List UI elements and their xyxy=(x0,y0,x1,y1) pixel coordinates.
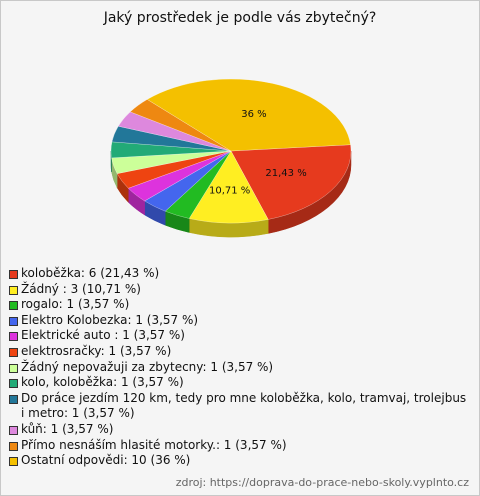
legend-item: kůň: 1 (3,57 %) xyxy=(8,422,472,438)
legend-swatch xyxy=(9,441,18,451)
legend-item: Ostatní odpovědi: 10 (36 %) xyxy=(8,453,472,469)
slice xyxy=(188,150,269,224)
legend-label: kolo, koloběžka: 1 (3,57 %) xyxy=(21,375,184,390)
legend-item: Do práce jezdím 120 km, tedy pro mne kol… xyxy=(8,391,472,422)
legend-swatch xyxy=(9,270,18,279)
legend-swatch xyxy=(9,301,18,311)
legend-item: koloběžka: 6 (21,43 %) xyxy=(8,266,472,282)
legend-swatch xyxy=(9,316,18,326)
legend-item: Žádný nepovažuji za zbytecny: 1 (3,57 %) xyxy=(8,360,472,376)
legend-swatch xyxy=(9,285,18,295)
slice xyxy=(146,78,351,152)
legend-label: kůň: 1 (3,57 %) xyxy=(21,421,114,436)
legend: koloběžka: 6 (21,43 %) Žádný : 3 (10,71 %… xyxy=(8,266,472,469)
legend-label: rogalo: 1 (3,57 %) xyxy=(21,297,130,312)
legend-swatch xyxy=(9,379,18,389)
legend-label: elektrosračky: 1 (3,57 %) xyxy=(21,343,172,358)
pie: 21,43 % 10,71 % 36 % xyxy=(110,78,352,238)
slice xyxy=(230,144,352,220)
legend-label: Přímo nesnáším hlasité motorky.: 1 (3,57… xyxy=(21,437,287,452)
legend-swatch xyxy=(9,363,18,373)
legend-item: elektrosračky: 1 (3,57 %) xyxy=(8,344,472,360)
legend-item: Přímo nesnáším hlasité motorky.: 1 (3,57… xyxy=(8,438,472,454)
slice-label: 36 % xyxy=(241,109,266,120)
legend-swatch xyxy=(9,457,18,467)
legend-swatch xyxy=(9,347,18,357)
legend-item: Elektro Kolobezka: 1 (3,57 %) xyxy=(8,313,472,329)
chart-title: Jaký prostředek je podle vás zbytečný? xyxy=(103,10,377,26)
source: zdroj: https://doprava-do-prace-nebo-sko… xyxy=(175,476,469,489)
legend-label: Žádný nepovažuji za zbytecny: 1 (3,57 %) xyxy=(21,359,274,374)
legend-swatch xyxy=(9,332,18,342)
legend-item: rogalo: 1 (3,57 %) xyxy=(8,297,472,313)
legend-label: Žádný : 3 (10,71 %) xyxy=(21,281,141,296)
legend-swatch xyxy=(9,394,18,404)
legend-item: kolo, koloběžka: 1 (3,57 %) xyxy=(8,375,472,391)
legend-label: Ostatní odpovědi: 10 (36 %) xyxy=(21,453,191,468)
slice-label: 10,71 % xyxy=(209,186,250,197)
legend-swatch xyxy=(9,425,18,435)
legend-item: Žádný : 3 (10,71 %) xyxy=(8,282,472,298)
legend-label: Elektro Kolobezka: 1 (3,57 %) xyxy=(21,312,199,327)
legend-label: koloběžka: 6 (21,43 %) xyxy=(21,266,160,280)
legend-label: Do práce jezdím 120 km, tedy pro mne kol… xyxy=(21,390,467,421)
slice-label: 21,43 % xyxy=(265,168,306,179)
legend-item: Elektrické auto : 1 (3,57 %) xyxy=(8,328,472,344)
legend-label: Elektrické auto : 1 (3,57 %) xyxy=(21,328,185,343)
